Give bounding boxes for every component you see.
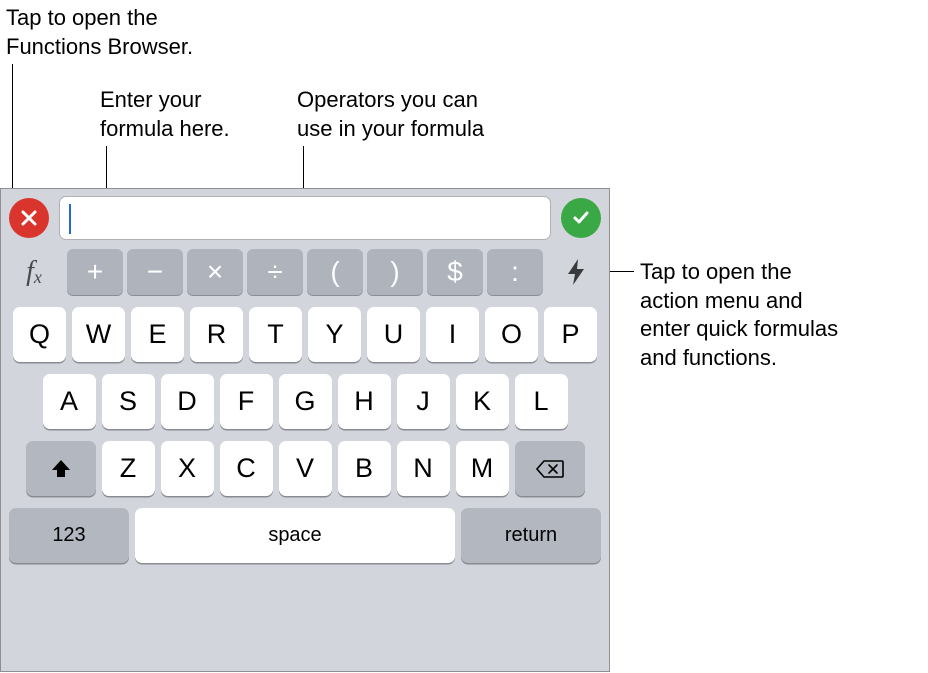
key-m[interactable]: M <box>456 441 509 496</box>
kb-row-bottom: 123 space return <box>5 508 605 563</box>
key-i[interactable]: I <box>426 307 479 362</box>
key-h[interactable]: H <box>338 374 391 429</box>
key-s[interactable]: S <box>102 374 155 429</box>
operator-open-paren[interactable]: ( <box>307 249 363 295</box>
key-q[interactable]: Q <box>13 307 66 362</box>
key-w[interactable]: W <box>72 307 125 362</box>
key-x[interactable]: X <box>161 441 214 496</box>
numbers-key[interactable]: 123 <box>9 508 129 563</box>
key-t[interactable]: T <box>249 307 302 362</box>
callout-action-menu: Tap to open the action menu and enter qu… <box>640 258 838 372</box>
key-r[interactable]: R <box>190 307 243 362</box>
key-e[interactable]: E <box>131 307 184 362</box>
kb-row-2: A S D F G H J K L <box>5 374 605 429</box>
shift-key[interactable] <box>26 441 96 496</box>
key-p[interactable]: P <box>544 307 597 362</box>
x-icon <box>20 209 38 227</box>
backspace-key[interactable] <box>515 441 585 496</box>
check-icon <box>571 208 591 228</box>
key-v[interactable]: V <box>279 441 332 496</box>
key-d[interactable]: D <box>161 374 214 429</box>
backspace-icon <box>536 459 564 479</box>
key-f[interactable]: F <box>220 374 273 429</box>
functions-browser-button[interactable]: fx <box>5 249 63 295</box>
formula-input[interactable] <box>59 196 551 240</box>
key-b[interactable]: B <box>338 441 391 496</box>
operator-dollar[interactable]: $ <box>427 249 483 295</box>
accept-button[interactable] <box>561 198 601 238</box>
key-o[interactable]: O <box>485 307 538 362</box>
operator-colon[interactable]: : <box>487 249 543 295</box>
shift-icon <box>49 457 73 481</box>
callout-operators: Operators you can use in your formula <box>297 86 484 143</box>
key-j[interactable]: J <box>397 374 450 429</box>
kb-row-1: Q W E R T Y U I O P <box>5 307 605 362</box>
operator-close-paren[interactable]: ) <box>367 249 423 295</box>
callout-formula-here: Enter your formula here. <box>100 86 230 143</box>
operator-plus[interactable]: + <box>67 249 123 295</box>
key-z[interactable]: Z <box>102 441 155 496</box>
operator-multiply[interactable]: × <box>187 249 243 295</box>
operator-minus[interactable]: − <box>127 249 183 295</box>
operator-divide[interactable]: ÷ <box>247 249 303 295</box>
bolt-icon <box>564 257 588 287</box>
formula-bar <box>1 189 609 247</box>
space-key[interactable]: space <box>135 508 455 563</box>
key-l[interactable]: L <box>515 374 568 429</box>
cancel-button[interactable] <box>9 198 49 238</box>
key-g[interactable]: G <box>279 374 332 429</box>
key-k[interactable]: K <box>456 374 509 429</box>
key-y[interactable]: Y <box>308 307 361 362</box>
operator-row: fx + − × ÷ ( ) $ : <box>1 247 609 301</box>
return-key[interactable]: return <box>461 508 601 563</box>
key-c[interactable]: C <box>220 441 273 496</box>
text-cursor <box>69 204 71 234</box>
key-u[interactable]: U <box>367 307 420 362</box>
key-n[interactable]: N <box>397 441 450 496</box>
keyboard-rows: Q W E R T Y U I O P A S D F G H J K L <box>1 301 609 567</box>
callout-functions-browser: Tap to open the Functions Browser. <box>6 4 193 61</box>
formula-keyboard: fx + − × ÷ ( ) $ : Q W E R T Y U I O P <box>0 188 610 672</box>
kb-row-3: Z X C V B N M <box>5 441 605 496</box>
action-menu-button[interactable] <box>547 249 605 295</box>
key-a[interactable]: A <box>43 374 96 429</box>
